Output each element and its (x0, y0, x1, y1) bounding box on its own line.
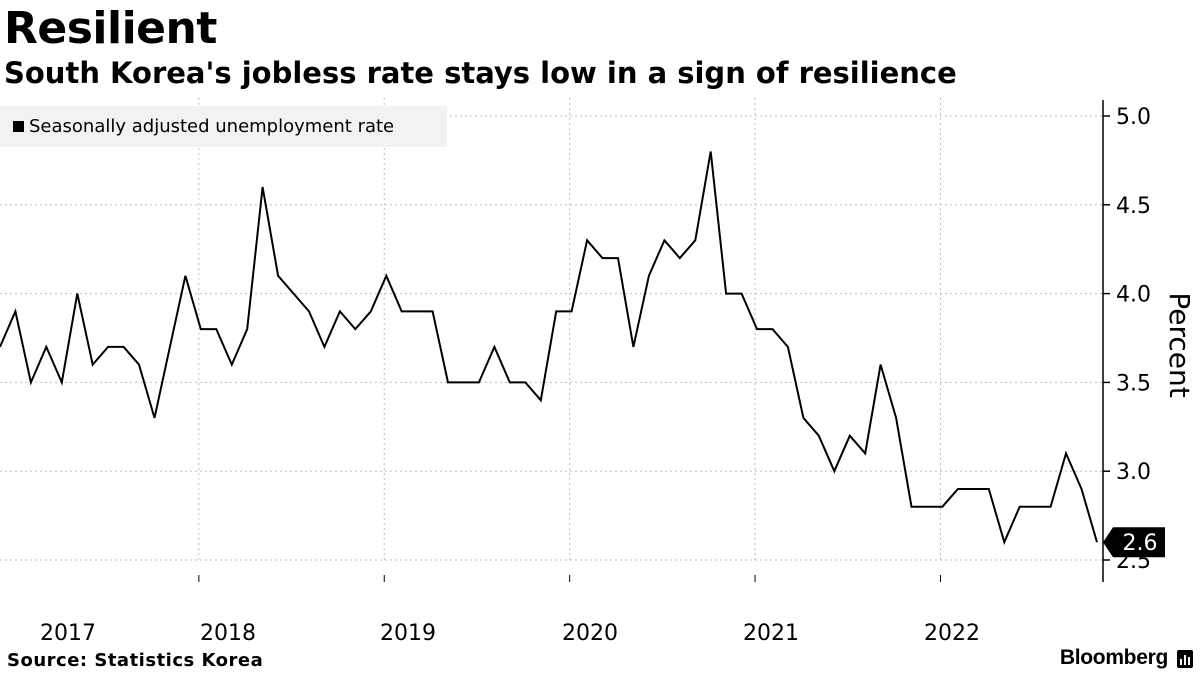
legend: Seasonally adjusted unemployment rate (0, 106, 447, 147)
y-tick-label: 4.0 (1116, 283, 1151, 308)
series-line (0, 151, 1098, 546)
legend-label: Seasonally adjusted unemployment rate (29, 116, 395, 137)
x-tick-label: 2022 (924, 621, 980, 646)
chart-title: Resilient (4, 3, 217, 54)
gridlines (0, 98, 1103, 561)
brand-logo: Bloomberg (1059, 646, 1168, 669)
y-tick-label: 3.0 (1116, 460, 1151, 485)
x-tick-label: 2017 (40, 621, 96, 646)
last-value-callout: 2.6 (1103, 527, 1165, 558)
series-layer (0, 151, 1098, 546)
last-value-label: 2.6 (1123, 531, 1158, 556)
source-note: Source: Statistics Korea (7, 650, 264, 671)
legend-swatch (13, 121, 24, 132)
chart-subtitle: South Korea's jobless rate stays low in … (4, 56, 957, 90)
y-tick-label: 5.0 (1116, 105, 1151, 130)
x-tick-label: 2021 (743, 621, 799, 646)
y-axis-title: Percent (1163, 292, 1196, 397)
bloomberg-terminal-icon (1177, 650, 1193, 668)
y-tick-label: 3.5 (1116, 371, 1151, 396)
y-tick-label: 4.5 (1116, 194, 1151, 219)
x-tick-label: 2019 (380, 621, 436, 646)
last-value-flag (1103, 527, 1165, 558)
x-tick-label: 2018 (200, 621, 256, 646)
x-tick-label: 2020 (562, 621, 618, 646)
x-axis: 2017 2018 2019 2020 2021 2022 (40, 575, 980, 646)
